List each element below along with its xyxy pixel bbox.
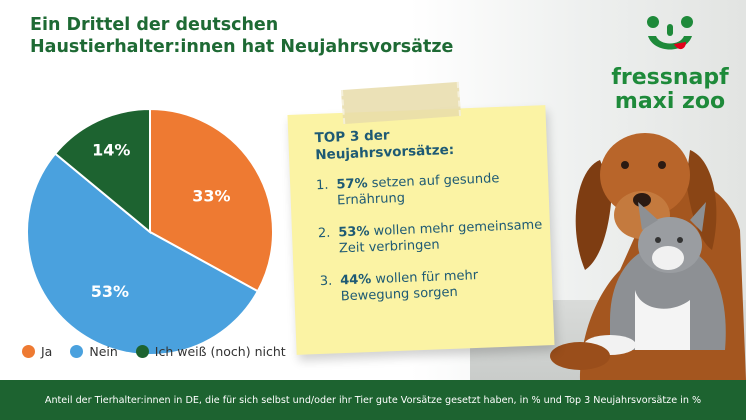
top3-item-percent: 44% [339, 272, 372, 289]
pie-label-weiss-nicht: 14% [92, 141, 130, 160]
legend-label-weiss-nicht: Ich weiß (noch) nicht [154, 344, 286, 359]
legend-swatch-nein [70, 345, 84, 358]
legend-swatch-ja [22, 345, 35, 358]
top3-item-3: 3. 44% wollen für mehr Bewegung sorgen [314, 266, 545, 307]
logo-face-icon [647, 16, 693, 50]
pie-slice-weiss-nicht [53, 107, 151, 235]
legend-swatch-weiss-nicht [135, 345, 149, 358]
top3-item-number: 2. [317, 225, 331, 242]
top3-item-text: 53% wollen mehr gemeinsame Zeit verbring… [338, 218, 543, 258]
footer-caption: Anteil der Tierhalter:innen in DE, die f… [0, 380, 746, 420]
top3-item-percent: 53% [338, 224, 370, 241]
logo-text-line1: fressnapf [611, 65, 729, 90]
top3-item-number: 1. [315, 177, 329, 194]
pie-label-nein: 53% [91, 282, 129, 301]
top3-item-number: 3. [319, 273, 333, 290]
legend-item-nein: Nein [70, 344, 118, 359]
pie-slice-nein [26, 152, 260, 356]
chart-title-line2: Haustierhalter:innen hat Neujahrsvorsätz… [30, 37, 454, 57]
legend-item-weiss-nicht: Ich weiß (noch) nicht [135, 344, 286, 359]
logo-text-line2: maxi zoo [614, 89, 726, 114]
top3-list: TOP 3 der Neujahrsvorsätze: 1. 57% setze… [308, 122, 545, 323]
chart-title: Ein Drittel der deutschen Haustierhalter… [30, 14, 454, 58]
chart-title-line1: Ein Drittel der deutschen [30, 15, 279, 35]
fressnapf-logo: fressnapf maxi zoo [600, 14, 740, 114]
top3-item-2: 2. 53% wollen mehr gemeinsame Zeit verbr… [312, 218, 543, 259]
top3-item-1: 1. 57% setzen auf gesunde Ernährung [310, 170, 541, 211]
top3-item-text: 57% setzen auf gesunde Ernährung [336, 170, 541, 210]
top3-item-text: 44% wollen für mehr Bewegung sorgen [340, 266, 545, 306]
top3-item-description: wollen mehr gemeinsame Zeit verbringen [338, 217, 543, 257]
pie-slice-ja [149, 107, 274, 293]
top3-title: TOP 3 der Neujahrsvorsätze: [314, 122, 539, 165]
top3-item-percent: 57% [336, 176, 368, 193]
legend-label-nein: Nein [89, 344, 118, 359]
legend-label-ja: Ja [41, 344, 53, 359]
chart-legend: Ja Nein Ich weiß (noch) nicht [22, 344, 286, 359]
pets-photo [550, 133, 746, 380]
legend-item-ja: Ja [22, 344, 52, 359]
pie-label-ja: 33% [192, 187, 230, 206]
